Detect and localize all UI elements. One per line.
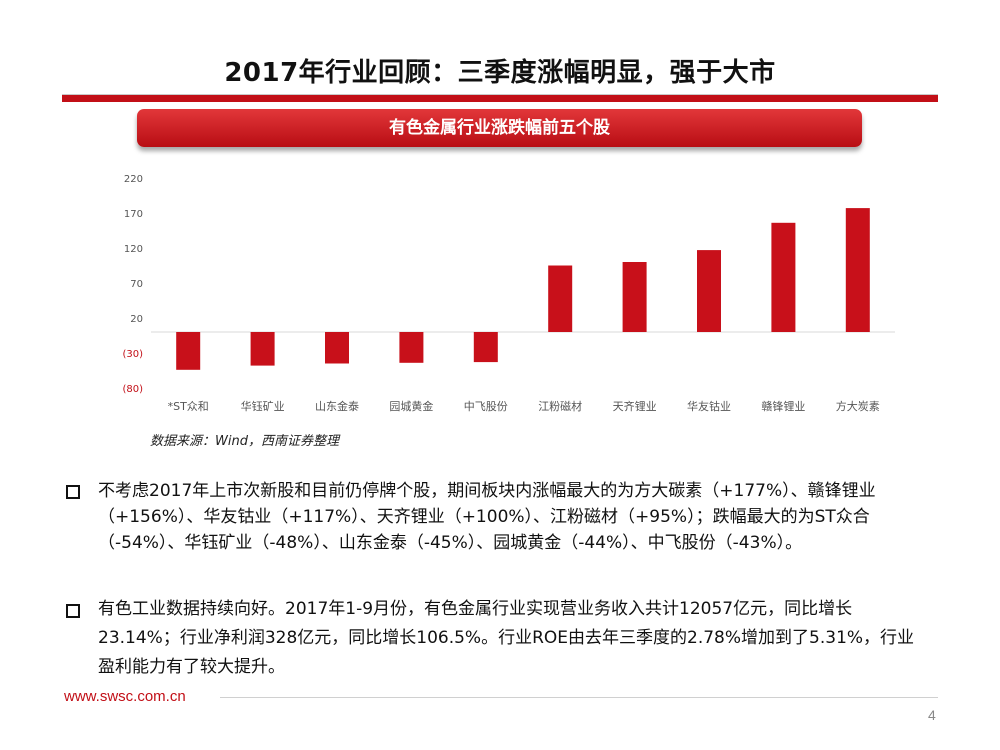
x-axis-labels: *ST众和 华钰矿业 山东金泰 园城黄金 中飞股份 江粉磁材 天齐锂业 华友钴业 赣锋锂业 方大炭…	[168, 399, 880, 413]
y-tick-label: 120	[124, 244, 143, 255]
bullet-text: 有色工业数据持续向好。2017年1-9月份，有色金属行业实现营业务收入共计120…	[98, 599, 915, 677]
footer-divider	[220, 697, 938, 698]
page-number: 4	[928, 707, 936, 723]
x-tick-label: 方大炭素	[836, 399, 880, 413]
x-tick-label: 园城黄金	[389, 399, 433, 413]
bullet-text: 不考虑2017年上市次新股和目前仍停牌个股，期间板块内涨幅最大的为方大碳素（+1…	[98, 481, 876, 553]
bar-chart: 220 170 120 70 20 (30) (80) *ST众和 华钰矿业 山东金泰 园城黄金 中…	[115, 160, 905, 430]
y-axis-ticks: 220 170 120 70 20 (30) (80)	[122, 174, 143, 395]
y-tick-label: (80)	[122, 384, 143, 395]
slide-title: 2017年行业回顾：三季度涨幅明显，强于大市	[224, 58, 776, 88]
checkbox-bullet-icon	[66, 485, 80, 499]
x-tick-label: 华友钴业	[687, 399, 731, 413]
x-tick-label: 华钰矿业	[241, 399, 285, 413]
title-divider-thin	[62, 94, 938, 95]
x-tick-label: 天齐锂业	[613, 399, 657, 413]
bar-5	[548, 265, 573, 332]
y-tick-label: 20	[130, 314, 143, 325]
bar-6	[622, 262, 647, 332]
footer-website-link[interactable]: www.swsc.com.cn	[64, 688, 186, 705]
bar-9	[845, 208, 870, 332]
bar-2	[325, 332, 349, 364]
x-tick-label: 中飞股份	[464, 400, 508, 413]
bar-3	[399, 332, 424, 363]
bullet-item-top-movers: 不考虑2017年上市次新股和目前仍停牌个股，期间板块内涨幅最大的为方大碳素（+1…	[66, 478, 926, 556]
x-tick-label: 山东金泰	[315, 399, 359, 413]
bar-4	[473, 332, 498, 363]
bar-8	[771, 222, 796, 332]
bullet-item-industry-data: 有色工业数据持续向好。2017年1-9月份，有色金属行业实现营业务收入共计120…	[66, 595, 926, 682]
y-tick-label: (30)	[122, 349, 143, 360]
bar-1	[250, 332, 275, 366]
chart-banner: 有色金属行业涨跌幅前五个股	[137, 109, 862, 147]
checkbox-bullet-icon	[66, 604, 80, 618]
bar-0	[176, 332, 201, 370]
x-tick-label: *ST众和	[168, 400, 209, 413]
y-tick-label: 170	[124, 209, 143, 220]
x-tick-label: 江粉磁材	[538, 399, 582, 413]
title-divider-red	[62, 95, 938, 102]
bar-7	[697, 250, 721, 332]
chart-svg: 220 170 120 70 20 (30) (80) *ST众和 华钰矿业 山东金泰 园城黄金 中…	[122, 174, 895, 413]
bars	[176, 208, 870, 370]
y-tick-label: 220	[124, 174, 143, 185]
y-tick-label: 70	[130, 279, 143, 290]
data-source-note: 数据来源：Wind，西南证券整理	[150, 434, 339, 449]
x-tick-label: 赣锋锂业	[761, 399, 805, 413]
